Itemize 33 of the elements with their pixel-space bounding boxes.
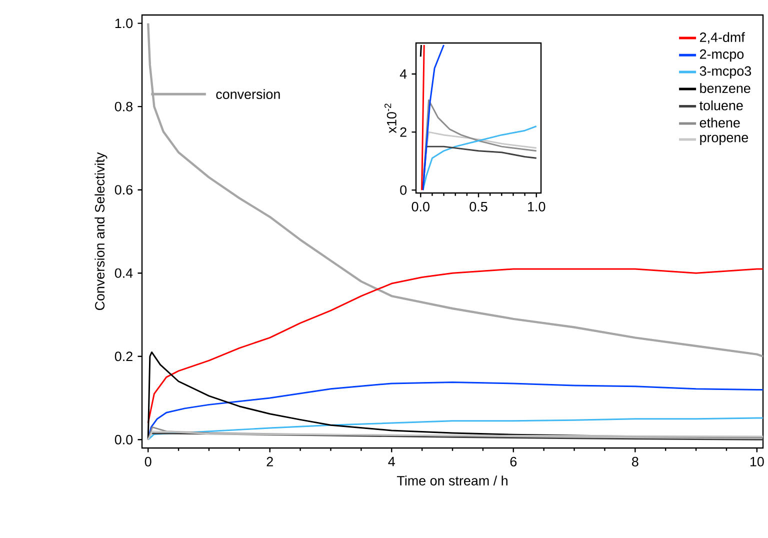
legend-label: toluene <box>699 100 743 110</box>
x-tick-label: 0 <box>144 456 152 466</box>
x-tick-label: 0.5 <box>470 202 488 212</box>
y-tick-label: 1.0 <box>115 18 133 28</box>
x-tick-label: 2 <box>266 456 273 466</box>
y-axis-title: x10$^{-2}$ <box>384 104 396 134</box>
legend-label: 2,4-dmf <box>700 32 745 44</box>
x-axis-title: Time on stream / h <box>397 476 508 486</box>
y-tick-label: 4 <box>400 69 407 79</box>
y-tick-label: 0.2 <box>114 352 132 362</box>
y-tick-label: 0 <box>400 185 407 195</box>
y-tick-label: 0.4 <box>114 268 133 278</box>
y-tick-label: 0.0 <box>114 434 133 444</box>
x-tick-label: 8 <box>632 456 638 466</box>
x-tick-label: 4 <box>388 456 395 466</box>
y-axis-title: Conversion and Selectivity <box>94 152 108 310</box>
line-series <box>147 22 764 358</box>
legend-label: propene <box>700 134 748 145</box>
y-tick-label: 2 <box>400 127 406 137</box>
x-tick-label: 6 <box>510 456 517 466</box>
line-series <box>422 131 538 176</box>
y-tick-label: 0.6 <box>114 185 132 195</box>
legend-label: 2-mcpo <box>700 49 744 62</box>
y-tick-label: 0.8 <box>114 102 132 112</box>
line-series <box>422 44 445 191</box>
legend-label: conversion <box>216 89 280 100</box>
x-tick-label: 0.0 <box>412 202 430 212</box>
line-series <box>422 126 538 191</box>
legend-label: 3-mcpo3 <box>700 66 752 78</box>
x-tick-label: 10 <box>750 456 764 466</box>
legend-label: ethene <box>700 118 740 128</box>
x-tick-label: 1.0 <box>528 202 546 212</box>
legend-label: benzene <box>700 83 750 94</box>
